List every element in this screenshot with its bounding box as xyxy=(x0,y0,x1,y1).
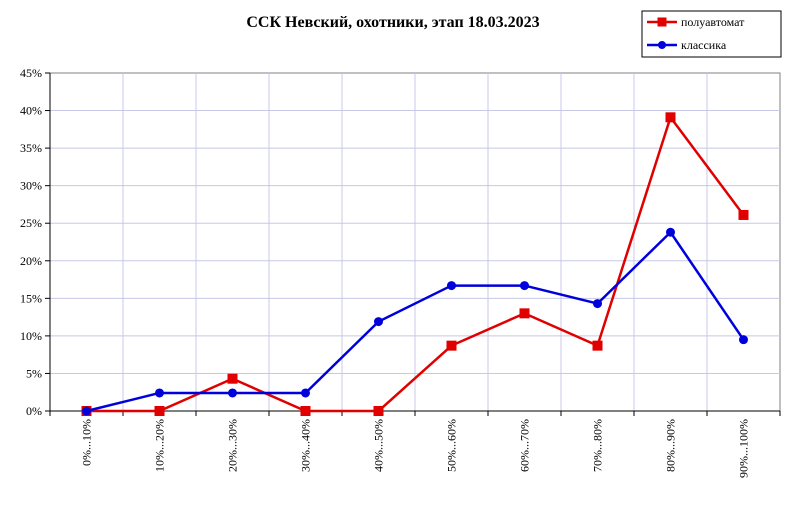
data-point xyxy=(301,388,310,398)
data-point xyxy=(665,112,676,123)
data-point xyxy=(300,406,311,416)
legend: полуавтомат классика xyxy=(641,10,782,58)
y-tick-label: 25% xyxy=(20,216,42,230)
x-tick-label: 10%...20% xyxy=(153,419,167,472)
x-tick-label: 0%...10% xyxy=(80,419,94,466)
data-point xyxy=(228,388,237,398)
series-layer xyxy=(81,112,749,416)
y-tick-label: 40% xyxy=(20,104,42,118)
x-tick-label: 30%...40% xyxy=(299,419,313,472)
grid xyxy=(50,73,780,411)
legend-label-1: классика xyxy=(681,38,727,52)
data-point xyxy=(738,209,749,220)
y-tick-label: 20% xyxy=(20,254,42,268)
y-tick-label: 45% xyxy=(20,66,42,80)
data-point xyxy=(592,340,603,351)
data-point xyxy=(447,281,456,291)
data-point xyxy=(520,281,529,291)
series-1 xyxy=(82,227,748,416)
data-point xyxy=(154,406,165,416)
y-tick-label: 10% xyxy=(20,329,42,343)
x-tick-label: 40%...50% xyxy=(372,419,386,472)
data-point xyxy=(593,299,602,309)
data-point xyxy=(739,335,748,345)
legend-label-0: полуавтомат xyxy=(681,15,745,29)
series-line xyxy=(86,116,745,413)
data-point xyxy=(373,406,384,416)
x-tick-label: 60%...70% xyxy=(518,419,532,472)
data-point xyxy=(446,340,457,351)
x-tick-label: 80%...90% xyxy=(664,419,678,472)
data-point xyxy=(519,308,530,319)
chart-title: ССК Невский, охотники, этап 18.03.2023 xyxy=(246,14,539,31)
y-tick-label: 35% xyxy=(20,141,42,155)
x-tick-label: 90%...100% xyxy=(737,419,751,478)
series-0 xyxy=(81,112,749,416)
data-point xyxy=(82,406,91,416)
x-axis: 0%...10% 10%...20% 20%...30% 30%...40% 40%..… xyxy=(49,410,781,478)
series-line xyxy=(86,230,745,413)
x-tick-label: 50%...60% xyxy=(445,419,459,472)
legend-swatch-circle-marker xyxy=(658,41,666,49)
x-tick-label: 20%...30% xyxy=(226,419,240,472)
y-axis: 0% 5% 10% 15% 20% 25% 30% 35% 40% 45% xyxy=(20,66,51,418)
data-point xyxy=(374,317,383,327)
data-point xyxy=(227,373,238,384)
legend-swatch-square-marker xyxy=(657,17,667,27)
data-point xyxy=(666,227,675,237)
y-tick-label: 0% xyxy=(26,404,42,418)
plot-area: 0% 5% 10% 15% 20% 25% 30% 35% 40% 45% 0%...10% 10%… xyxy=(20,66,781,478)
y-tick-label: 15% xyxy=(20,291,42,305)
y-tick-label: 30% xyxy=(20,179,42,193)
data-point xyxy=(155,388,164,398)
x-tick-label: 70%...80% xyxy=(591,419,605,472)
y-tick-label: 5% xyxy=(26,366,42,380)
